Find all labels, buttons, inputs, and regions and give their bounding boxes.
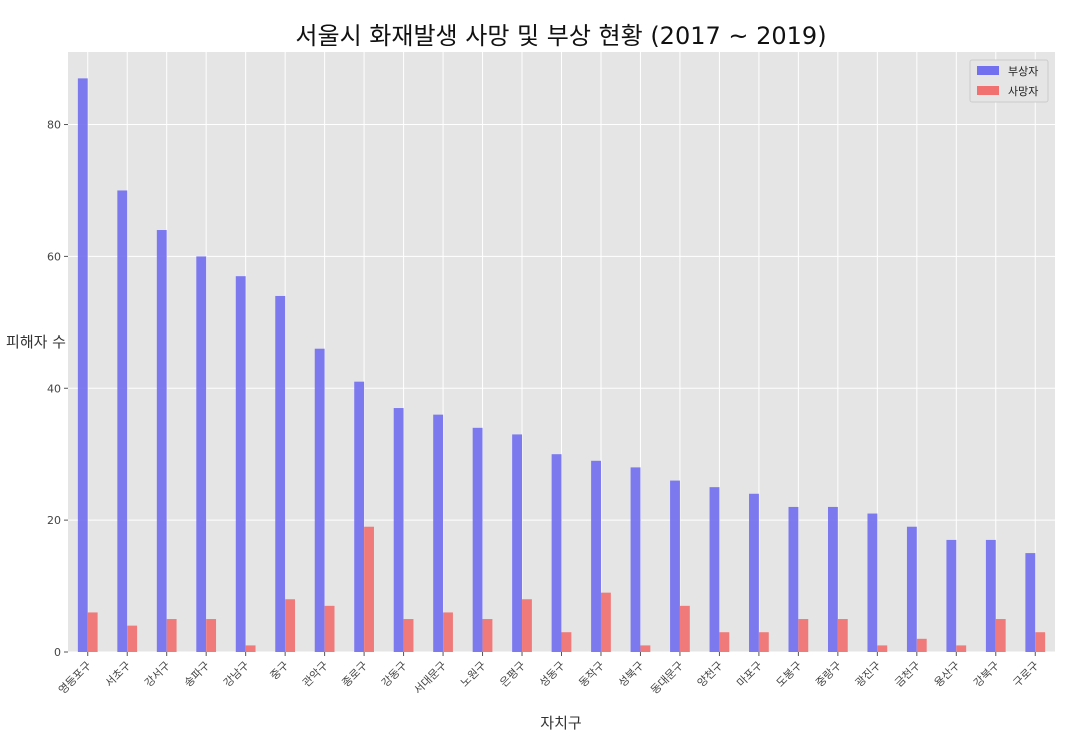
bar-deaths	[758, 632, 769, 652]
legend: 부상자 사망자	[969, 59, 1049, 103]
bar-deaths	[995, 619, 1006, 652]
bar-deaths	[956, 645, 967, 652]
x-tick-label: 영등포구	[56, 659, 94, 697]
bar-injured	[630, 467, 641, 652]
legend-label-deaths: 사망자	[1008, 85, 1038, 98]
x-tick-label: 강서구	[142, 659, 173, 690]
x-tick-label: 관악구	[300, 659, 331, 690]
x-tick-label: 성동구	[537, 659, 568, 690]
bar-deaths	[285, 599, 296, 652]
bar-injured	[235, 276, 246, 652]
bar-injured	[985, 539, 996, 652]
legend-swatch-injured	[977, 66, 999, 75]
x-axis-ticks: 영등포구 서초구 강서구 송파구 강남구 중구 관악구 종로구 강동구 서대문구 노원구 은평구 성동구…	[56, 652, 1041, 697]
bar-injured	[314, 348, 325, 652]
bar-injured	[1025, 553, 1036, 652]
bar-injured	[749, 493, 759, 652]
y-tick-label: 60	[47, 250, 61, 263]
x-tick-label: 은평구	[497, 659, 528, 690]
bar-deaths	[127, 625, 138, 652]
bar-injured	[77, 78, 88, 652]
bar-deaths	[600, 592, 611, 652]
bar-deaths	[403, 619, 414, 652]
x-tick-label: 동대문구	[648, 659, 686, 697]
bar-injured	[393, 408, 404, 652]
bar-deaths	[561, 632, 572, 652]
bar-deaths	[522, 599, 532, 652]
bar-deaths	[798, 619, 809, 652]
bar-deaths	[166, 619, 177, 652]
bar-deaths	[245, 645, 256, 652]
bar-injured	[196, 256, 207, 652]
x-tick-label: 강남구	[221, 659, 252, 690]
x-tick-label: 구로구	[1011, 659, 1042, 690]
x-tick-label: 동작구	[576, 659, 607, 690]
bar-deaths	[324, 605, 335, 652]
x-tick-label: 종로구	[340, 659, 371, 690]
bar-injured	[512, 434, 523, 652]
bar-deaths	[364, 526, 374, 652]
bar-injured	[433, 414, 444, 652]
bar-deaths	[877, 645, 888, 652]
bar-deaths	[679, 605, 690, 652]
x-tick-label: 강동구	[379, 659, 410, 690]
x-tick-label: 서대문구	[411, 659, 449, 697]
bar-deaths	[87, 612, 98, 652]
bar-injured	[591, 460, 601, 652]
x-tick-label: 도봉구	[774, 659, 805, 690]
bar-deaths	[719, 632, 730, 652]
bar-deaths	[837, 619, 848, 652]
bar-injured	[354, 381, 365, 652]
bar-deaths	[640, 645, 651, 652]
x-tick-label: 중랑구	[813, 659, 844, 690]
bar-deaths	[443, 612, 453, 652]
bar-deaths	[1035, 632, 1046, 652]
x-tick-label: 광진구	[853, 659, 884, 690]
bar-injured	[472, 427, 483, 652]
y-tick-label: 0	[54, 646, 61, 659]
bar-injured	[867, 513, 878, 652]
x-tick-label: 강북구	[971, 659, 1002, 690]
x-tick-label: 마포구	[734, 659, 765, 690]
legend-swatch-deaths	[977, 86, 999, 95]
bar-injured	[827, 506, 838, 652]
bar-deaths	[206, 619, 217, 652]
bar-injured	[117, 190, 128, 652]
x-tick-label: 금천구	[892, 658, 923, 689]
x-tick-label: 서초구	[103, 659, 134, 690]
x-tick-label: 중구	[268, 659, 292, 683]
bar-injured	[551, 454, 562, 652]
bar-injured	[156, 230, 167, 652]
bar-injured	[275, 295, 286, 652]
bar-deaths	[916, 638, 927, 652]
x-tick-label: 성북구	[616, 659, 647, 690]
y-tick-label: 40	[47, 382, 61, 395]
chart-title: 서울시 화재발생 사망 및 부상 현황 (2017 ~ 2019)	[295, 22, 826, 50]
bars	[77, 78, 1046, 652]
x-tick-label: 송파구	[182, 659, 213, 690]
bar-injured	[709, 487, 720, 652]
bar-injured	[906, 526, 917, 652]
bar-deaths	[482, 619, 493, 652]
bar-injured	[788, 506, 799, 652]
x-axis-label: 자치구	[540, 714, 581, 732]
bar-injured	[946, 539, 957, 652]
x-tick-label: 용산구	[932, 659, 963, 690]
y-axis-label: 피해자 수	[6, 333, 66, 351]
bar-injured	[670, 480, 680, 652]
x-tick-label: 양천구	[694, 658, 725, 689]
y-axis-ticks: 0 20 40 60 80	[47, 119, 68, 659]
x-tick-label: 노원구	[458, 659, 489, 690]
y-tick-label: 80	[47, 119, 61, 132]
legend-label-injured: 부상자	[1008, 65, 1038, 78]
y-tick-label: 20	[47, 514, 61, 527]
